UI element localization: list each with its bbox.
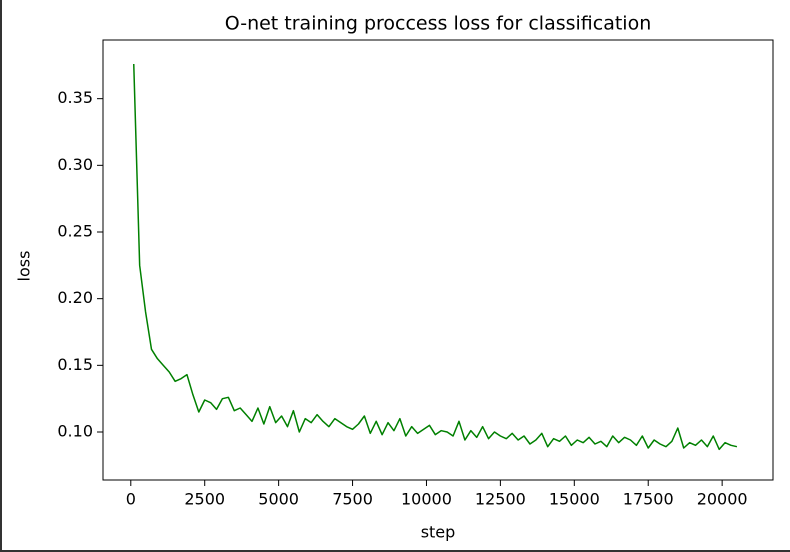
x-tick-label: 7500	[332, 490, 373, 509]
y-tick-label: 0.30	[57, 155, 93, 174]
x-tick-label: 10000	[401, 490, 452, 509]
y-axis-label: loss	[15, 251, 34, 282]
x-tick-label: 12500	[475, 490, 526, 509]
x-tick-label: 2500	[184, 490, 225, 509]
x-tick-label: 0	[126, 490, 136, 509]
x-axis-label: step	[421, 523, 456, 542]
x-tick-label: 15000	[549, 490, 600, 509]
plot-frame	[102, 39, 774, 481]
x-tick-label: 5000	[258, 490, 299, 509]
loss-line	[133, 63, 738, 451]
y-tick-label: 0.35	[57, 88, 93, 107]
y-tick-label: 0.20	[57, 288, 93, 307]
y-tick-label: 0.25	[57, 222, 93, 241]
y-tick-label: 0.10	[57, 422, 93, 441]
chart-title: O-net training proccess loss for classif…	[225, 13, 652, 35]
y-tick-label: 0.15	[57, 355, 93, 374]
x-tick-label: 17500	[623, 490, 674, 509]
x-tick-label: 20000	[697, 490, 748, 509]
